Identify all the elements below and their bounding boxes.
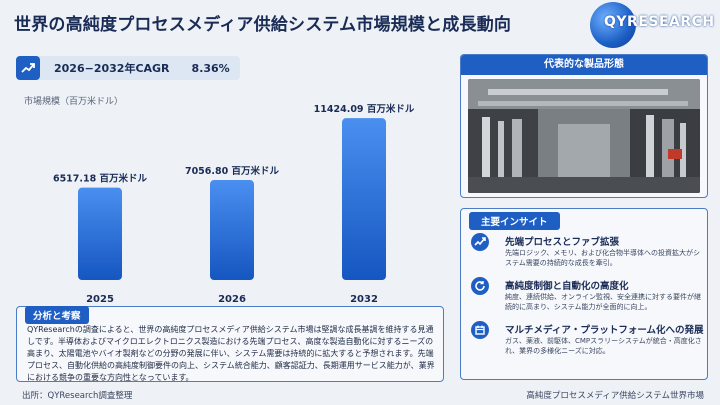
insight-desc: 純度、連続供給、オンライン監視、安全連携に対する要件が継続的に高まり、システム能… [505,293,701,311]
market-size-bar-chart: 6517.18 百万米ドル 2025 7056.80 百万米ドル 2026 11424.… [53,103,415,305]
x-tick-2026: 2026 [218,294,246,305]
insight-title: 高純度制御と自動化の高度化 [505,281,629,292]
trend-up-icon [471,233,489,251]
bar-2025 [78,187,122,280]
x-tick-2032: 2032 [350,294,378,305]
page-title: 世界の高純度プロセスメディア供給システム市場規模と成長動向 [14,15,512,35]
bar-2032 [342,118,386,280]
insight-title: マルチメディア・プラットフォーム化への発展 [505,325,704,336]
qyresearch-logo: QYRESEARCH [590,2,714,48]
logo-wordmark: QYRESEARCH [604,14,715,30]
cagr-badge: 2026−2032年CAGR 8.36% [16,56,240,80]
globe-icon [590,2,636,48]
analysis-text: QYResearchの調査によると、世界の高純度プロセスメディア供給システム市場… [27,325,435,382]
product-panel: 代表的な製品形態 [460,54,708,198]
calendar-icon [471,321,489,339]
x-tick-2025: 2025 [86,294,114,305]
insight-title: 先端プロセスとファブ拡張 [505,237,620,248]
refresh-icon [471,277,489,295]
cagr-value: 8.36% [191,61,230,75]
product-photo [468,79,700,193]
cagr-label: 2026−2032年CAGR [54,62,170,75]
data-label-2026: 7056.80 百万米ドル [185,165,280,177]
trend-up-icon [16,56,40,80]
data-label-2025: 6517.18 百万米ドル [53,173,148,185]
chart-y-label: 市場規模（百万米ドル） [24,97,124,107]
insight-desc: 先端ロジック、メモリ、および化合物半導体への投資拡大がシステム需要の持続的な成長… [505,249,700,267]
analysis-heading: 分析と考察 [25,306,89,324]
analysis-panel: 分析と考察 QYResearchの調査によると、世界の高純度プロセスメディア供給… [16,306,444,382]
insight-heading: 主要インサイト [469,212,560,230]
bar-2026 [210,180,254,280]
product-heading: 代表的な製品形態 [461,55,707,75]
source-note: 出所：QYResearch調査整理 [22,391,133,401]
insight-desc: ガス、薬液、前駆体、CMPスラリーシステムが統合・高度化され、業界の多様化ニーズ… [505,337,702,355]
insight-panel: 主要インサイト 先端プロセスとファブ拡張 先端ロジック、メモリ、および化合物半導… [460,208,708,380]
footer-caption: 高純度プロセスメディア供給システム世界市場 [526,391,704,401]
data-label-2032: 11424.09 百万米ドル [314,103,415,115]
